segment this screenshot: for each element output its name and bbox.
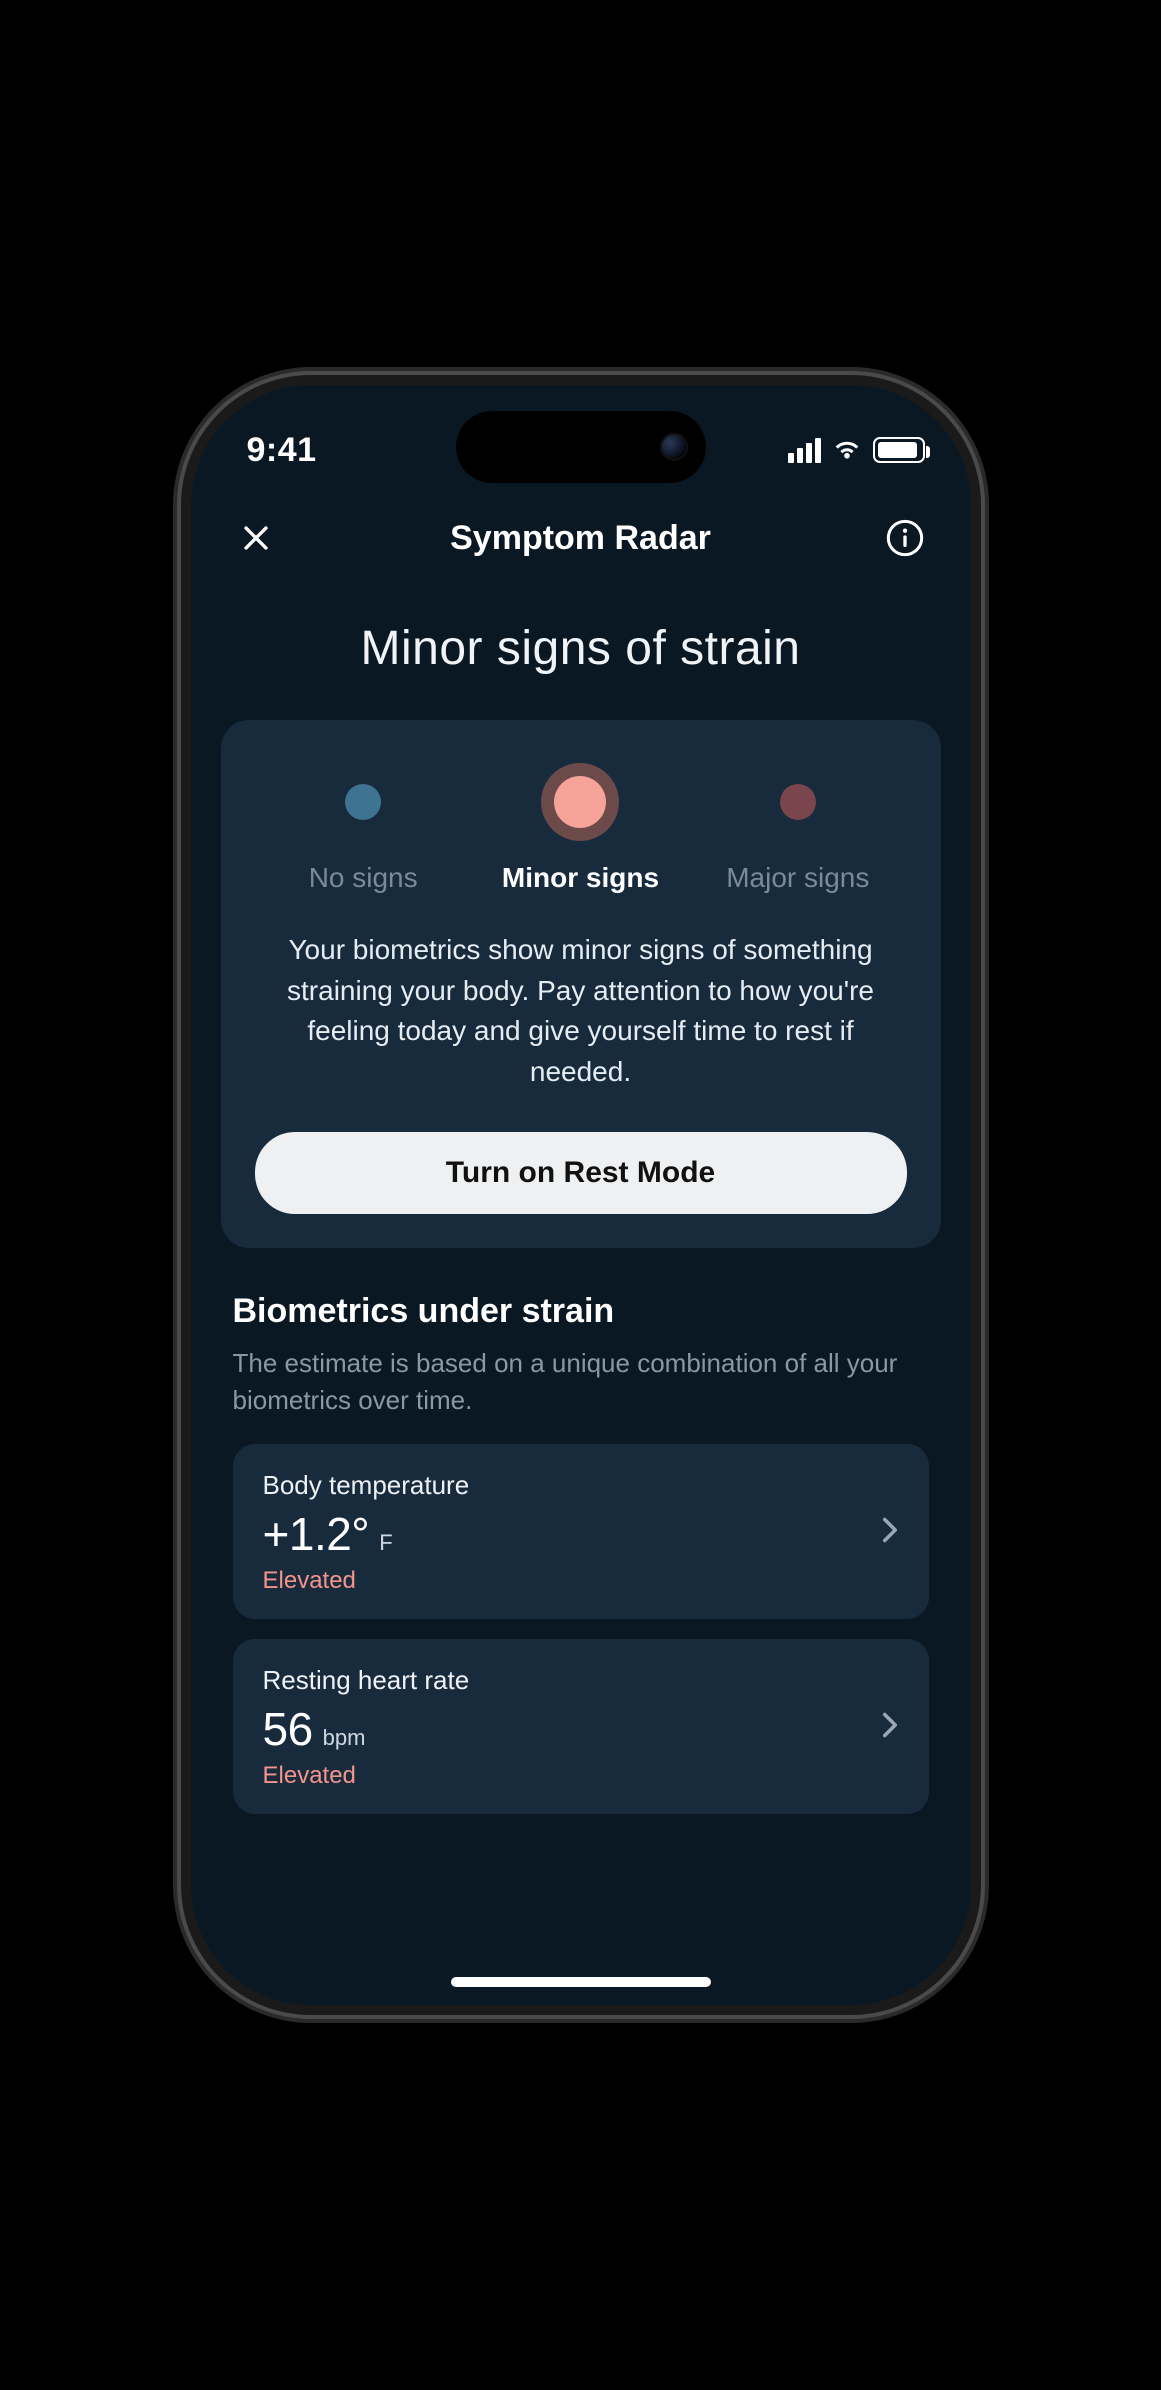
metric-unit: F: [379, 1530, 392, 1556]
metric-body-temperature[interactable]: Body temperature +1.2° F Elevated: [233, 1444, 929, 1619]
radar-card: No signs Minor signs M: [221, 720, 941, 1248]
metric-value: 56: [263, 1702, 313, 1756]
dot-major-signs: [780, 784, 816, 820]
dot-no-signs: [345, 784, 381, 820]
phone-frame: 9:41 Symptom Radar: [191, 385, 971, 2005]
radar-description: Your biometrics show minor signs of some…: [261, 930, 901, 1092]
nav-title: Symptom Radar: [450, 519, 711, 558]
level-label: Major signs: [726, 862, 869, 894]
dot-minor-outer: [541, 763, 619, 841]
section-subtitle: The estimate is based on a unique combin…: [233, 1345, 929, 1418]
info-icon: [885, 518, 925, 558]
info-button[interactable]: [880, 513, 930, 563]
chevron-right-icon: [881, 1711, 899, 1744]
status-time: 9:41: [247, 431, 317, 470]
metric-unit: bpm: [323, 1725, 366, 1751]
home-indicator[interactable]: [451, 1977, 711, 1987]
dot-minor-inner: [554, 776, 606, 828]
front-camera: [660, 433, 688, 461]
level-major-signs[interactable]: Major signs: [690, 762, 905, 894]
biometrics-section: Biometrics under strain The estimate is …: [221, 1248, 941, 1814]
metric-label: Resting heart rate: [263, 1665, 470, 1696]
battery-fill: [878, 442, 918, 458]
dynamic-island: [456, 411, 706, 483]
metric-resting-heart-rate[interactable]: Resting heart rate 56 bpm Elevated: [233, 1639, 929, 1814]
level-minor-signs[interactable]: Minor signs: [473, 762, 688, 894]
close-icon: [239, 521, 273, 555]
metric-value: +1.2°: [263, 1507, 370, 1561]
level-no-signs[interactable]: No signs: [256, 762, 471, 894]
metric-status: Elevated: [263, 1567, 470, 1595]
nav-bar: Symptom Radar: [191, 495, 971, 593]
page-title: Minor signs of strain: [221, 621, 941, 676]
section-title: Biometrics under strain: [233, 1292, 929, 1331]
cellular-signal-icon: [788, 438, 821, 463]
rest-mode-button[interactable]: Turn on Rest Mode: [255, 1132, 907, 1214]
battery-icon: [873, 437, 925, 463]
metric-label: Body temperature: [263, 1470, 470, 1501]
strain-level-row: No signs Minor signs M: [255, 762, 907, 894]
level-label: No signs: [309, 862, 418, 894]
close-button[interactable]: [231, 513, 281, 563]
wifi-icon: [831, 438, 863, 462]
chevron-right-icon: [881, 1516, 899, 1549]
level-label: Minor signs: [502, 862, 659, 894]
metric-status: Elevated: [263, 1762, 470, 1790]
